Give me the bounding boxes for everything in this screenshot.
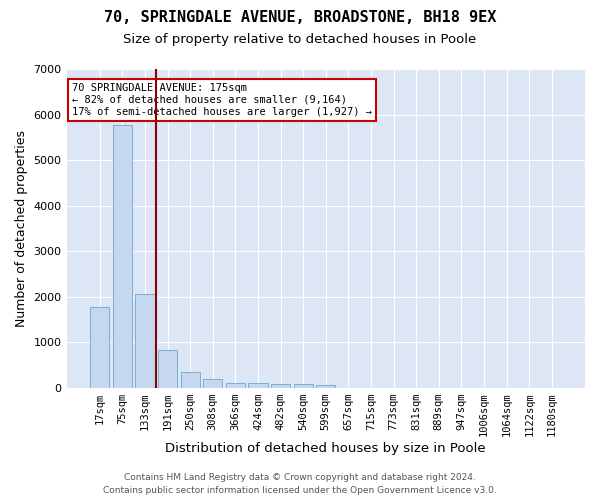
Y-axis label: Number of detached properties: Number of detached properties xyxy=(15,130,28,327)
Bar xyxy=(248,384,268,388)
Bar xyxy=(90,307,109,388)
Bar xyxy=(203,380,223,388)
Bar xyxy=(181,372,200,388)
Text: Contains HM Land Registry data © Crown copyright and database right 2024.
Contai: Contains HM Land Registry data © Crown c… xyxy=(103,474,497,495)
Bar xyxy=(136,294,155,388)
Text: 70, SPRINGDALE AVENUE, BROADSTONE, BH18 9EX: 70, SPRINGDALE AVENUE, BROADSTONE, BH18 … xyxy=(104,10,496,25)
X-axis label: Distribution of detached houses by size in Poole: Distribution of detached houses by size … xyxy=(166,442,486,455)
Bar xyxy=(158,350,177,388)
Bar xyxy=(113,124,132,388)
Bar xyxy=(316,384,335,388)
Text: 70 SPRINGDALE AVENUE: 175sqm
← 82% of detached houses are smaller (9,164)
17% of: 70 SPRINGDALE AVENUE: 175sqm ← 82% of de… xyxy=(72,84,372,116)
Bar xyxy=(293,384,313,388)
Text: Size of property relative to detached houses in Poole: Size of property relative to detached ho… xyxy=(124,32,476,46)
Bar xyxy=(271,384,290,388)
Bar xyxy=(226,382,245,388)
